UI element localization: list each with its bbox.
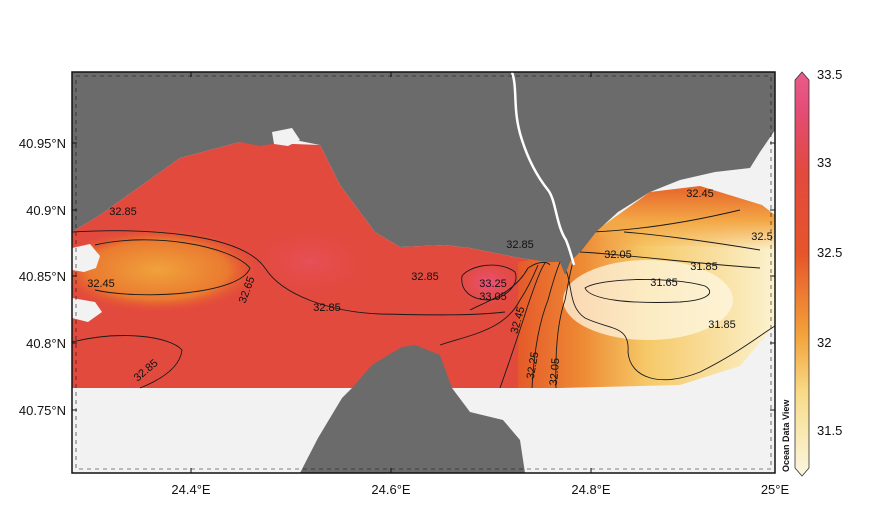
contour-line bbox=[469, 261, 551, 311]
contour-label: 32.5 bbox=[751, 231, 772, 243]
y-tick-label: 40.9°N bbox=[26, 203, 66, 218]
contour-line bbox=[499, 262, 546, 389]
orange-core-west bbox=[72, 228, 258, 312]
contour-line bbox=[591, 209, 741, 233]
x-tick-label: 25°E bbox=[761, 482, 790, 497]
contour-label: 32.85 bbox=[313, 302, 341, 314]
contour-line bbox=[579, 251, 761, 269]
colorbar-tick-label: 32.5 bbox=[817, 245, 842, 260]
contour-line bbox=[439, 264, 539, 346]
plot-frame bbox=[71, 71, 776, 474]
pink-core bbox=[450, 255, 526, 311]
tick-marks bbox=[72, 72, 776, 473]
plot-frame-inner bbox=[75, 75, 772, 470]
y-tick-label: 40.8°N bbox=[26, 336, 66, 351]
colorbar: Ocean Data View bbox=[781, 71, 810, 477]
contour-line bbox=[72, 230, 506, 316]
contour-label: 32.85 bbox=[506, 239, 534, 251]
x-tick-label: 24.6°E bbox=[371, 482, 411, 497]
contour-line bbox=[94, 239, 251, 296]
contour-label: 31.85 bbox=[708, 319, 736, 331]
land-north bbox=[72, 72, 775, 275]
contour-label: 33.05 bbox=[479, 291, 507, 303]
colorbar-tick-label: 33.5 bbox=[817, 67, 842, 82]
pale-core-east bbox=[563, 260, 733, 340]
contour-label: 31.85 bbox=[690, 261, 718, 273]
contour-label: 32.45 bbox=[87, 278, 115, 290]
land-masses bbox=[72, 72, 775, 473]
plot-area bbox=[72, 72, 775, 473]
contour-label: 33.25 bbox=[479, 278, 507, 290]
contour-label: 32.85 bbox=[109, 206, 137, 218]
contour-line bbox=[584, 279, 710, 303]
contour-label: 31.65 bbox=[650, 277, 678, 289]
contour-label: 32.45 bbox=[686, 188, 714, 200]
land-south bbox=[300, 345, 525, 473]
island-west-2 bbox=[72, 298, 102, 322]
contour-line bbox=[559, 261, 775, 381]
colorbar-tick-label: 33 bbox=[817, 155, 831, 170]
y-tick-label: 40.95°N bbox=[19, 136, 66, 151]
x-tick-label: 24.8°E bbox=[571, 482, 611, 497]
contour-label: 32.85 bbox=[411, 271, 439, 283]
contour-line bbox=[623, 231, 761, 251]
contour-lines bbox=[72, 209, 775, 389]
x-tick-label: 24.4°E bbox=[171, 482, 211, 497]
islet-north bbox=[272, 128, 300, 146]
salinity-field-east-top bbox=[595, 186, 775, 250]
y-tick-label: 40.75°N bbox=[19, 403, 66, 418]
contour-line bbox=[555, 261, 574, 389]
contour-label: 32.05 bbox=[604, 249, 632, 261]
colorbar-labels: 33.5 33 32.5 32 31.5 bbox=[817, 67, 842, 438]
contour-line bbox=[461, 264, 517, 301]
axis-labels: 24.4°E 24.6°E 24.8°E 25°E 40.95°N 40.9°N 40.85… bbox=[19, 136, 790, 497]
contour-label: 32.05 bbox=[548, 358, 562, 386]
center-glow bbox=[240, 222, 380, 302]
watermark-ocean-data-view: Ocean Data View bbox=[781, 399, 791, 472]
colorbar-tick-label: 32 bbox=[817, 335, 831, 350]
contour-line bbox=[531, 261, 561, 389]
y-tick-label: 40.85°N bbox=[19, 269, 66, 284]
colorbar-body bbox=[794, 71, 810, 477]
contour-line bbox=[72, 335, 183, 389]
colorbar-tick-label: 31.5 bbox=[817, 423, 842, 438]
contour-label: 32.25 bbox=[525, 351, 542, 380]
salinity-field bbox=[72, 142, 775, 388]
island-west bbox=[72, 244, 100, 272]
river bbox=[510, 72, 576, 266]
